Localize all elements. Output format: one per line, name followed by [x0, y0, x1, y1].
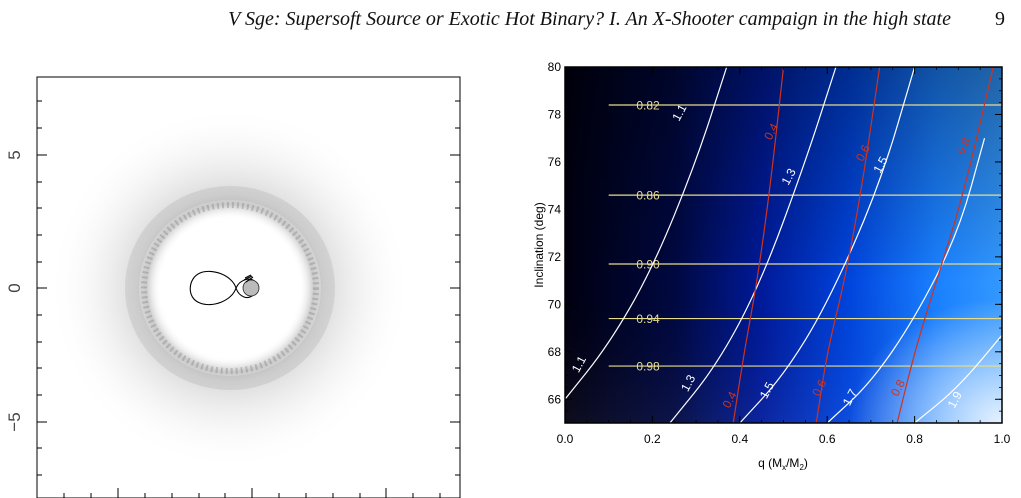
y-tick-label-66: 66: [548, 392, 562, 406]
x-tick-label-1.0: 1.0: [994, 432, 1011, 446]
yellow-contour-label-3: 0.94: [636, 312, 660, 326]
red-contour-1: [815, 67, 881, 423]
right-panel-contour-chart: 0.820.860.900.940.981.11.11.31.31.51.51.…: [532, 60, 1011, 472]
roche-lobe-curve: [189, 270, 258, 306]
x-axis-label: q (Mx/M2): [758, 456, 808, 472]
white-contour-2: [739, 67, 916, 423]
white-contour-1: [669, 67, 837, 423]
stream-marks: [243, 274, 254, 283]
yellow-contour-label-1: 0.86: [636, 189, 660, 203]
yellow-contour-label-4: 0.98: [636, 360, 660, 374]
left-y-tick-label-0: 0: [5, 283, 24, 292]
page-number: 9: [995, 8, 1005, 30]
y-tick-label-76: 76: [548, 155, 562, 169]
y-tick-label-74: 74: [548, 202, 562, 216]
left-y-ticks: [37, 100, 460, 498]
plot-area: 0.820.860.900.940.981.11.11.31.31.51.51.…: [565, 67, 1002, 423]
y-tick-label-72: 72: [548, 250, 562, 264]
y-tick-label-68: 68: [548, 345, 562, 359]
white-contour-3: [826, 138, 986, 423]
running-title: V Sge: Supersoft Source or Exotic Hot Bi…: [228, 8, 951, 30]
x-tick-label-0.6: 0.6: [819, 432, 836, 446]
red-contour-0: [732, 67, 785, 423]
white-contour-4: [914, 334, 1002, 423]
y-tick-label-70: 70: [548, 297, 562, 311]
left-panel-disc-plot: 5 0 −5: [5, 76, 461, 498]
running-header: V Sge: Supersoft Source or Exotic Hot Bi…: [0, 8, 1021, 38]
x-tick-label-0.0: 0.0: [557, 432, 574, 446]
x-tick-label-0.4: 0.4: [731, 432, 748, 446]
secondary-star: [242, 279, 260, 297]
y-tick-label-78: 78: [548, 107, 562, 121]
y-axis-label: Inclination (deg): [532, 202, 546, 287]
white-contour-0: [565, 67, 728, 400]
left-y-tick-label-minus5: −5: [5, 412, 24, 431]
x-tick-label-0.2: 0.2: [644, 432, 661, 446]
colormap-corner-highlight: [565, 67, 1002, 423]
left-y-tick-label-5: 5: [5, 150, 24, 159]
disc-grain: [48, 106, 412, 470]
yellow-contour-label-0: 0.82: [636, 98, 660, 112]
y-tick-label-80: 80: [548, 60, 562, 74]
x-tick-label-0.8: 0.8: [906, 432, 923, 446]
yellow-contour-label-2: 0.90: [636, 257, 660, 271]
red-contour-2: [896, 67, 994, 423]
